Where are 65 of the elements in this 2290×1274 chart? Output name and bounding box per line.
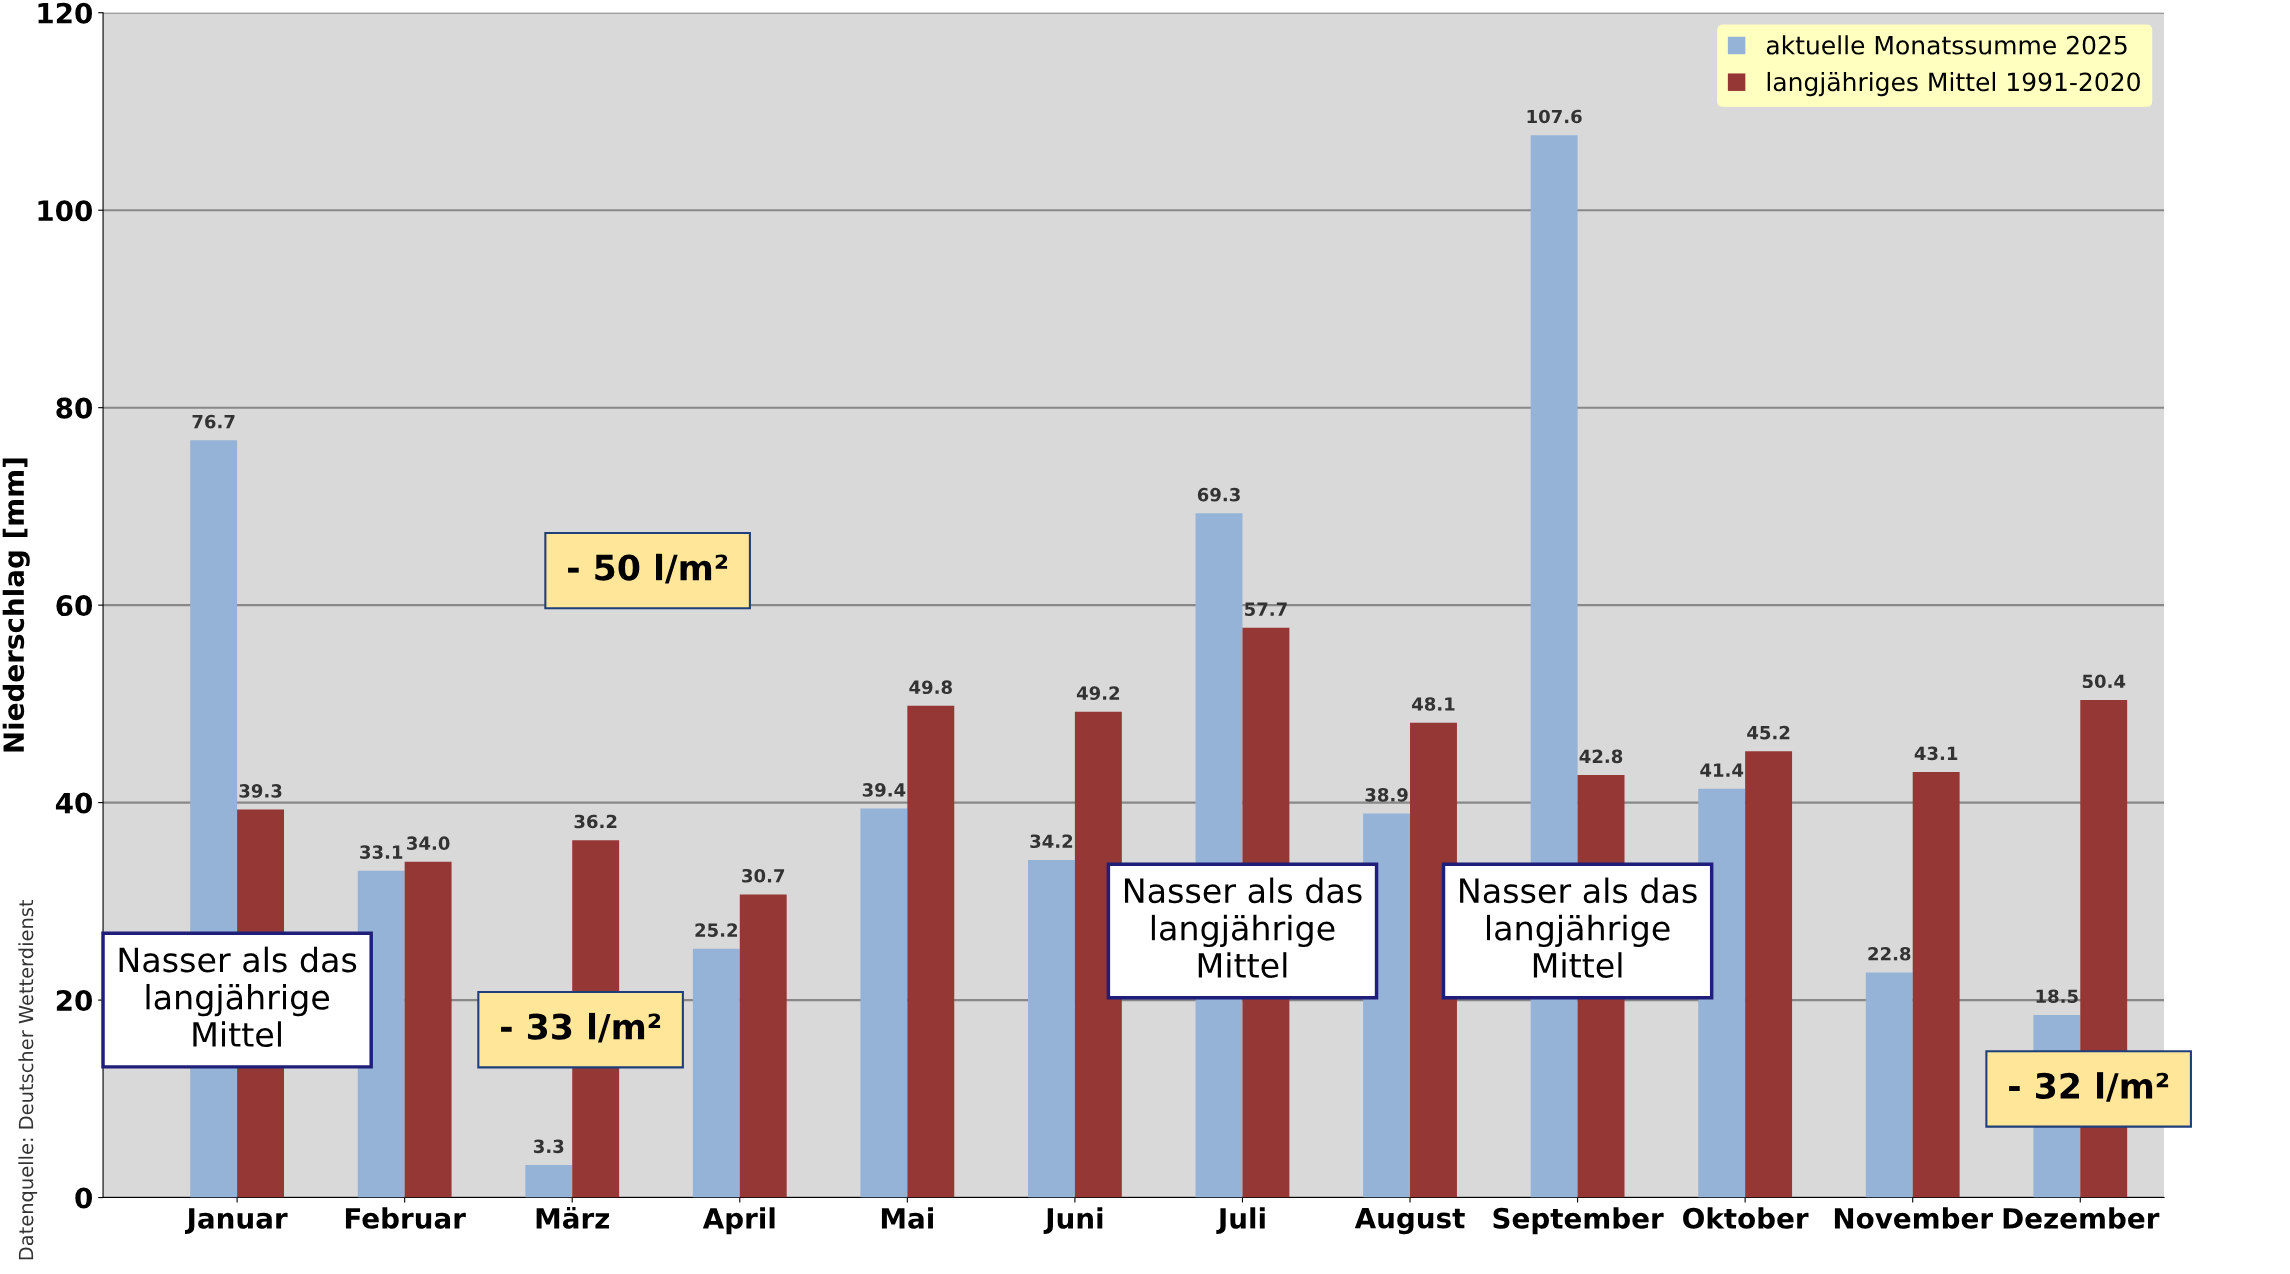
y-tick-label: 0 bbox=[75, 1187, 92, 1209]
data-label: 25.2 bbox=[695, 923, 738, 937]
y-axis-title: Niederschlag [mm] bbox=[2, 458, 30, 752]
x-tick-label: Mai bbox=[881, 1207, 933, 1229]
data-label: 69.3 bbox=[1197, 487, 1240, 502]
bar bbox=[739, 894, 787, 1198]
y-tick-label: 80 bbox=[56, 397, 92, 419]
bar bbox=[860, 808, 908, 1198]
bar bbox=[1865, 972, 1913, 1198]
text: Datenquelle: Deutscher Wetterdienst bbox=[18, 899, 38, 1260]
annotation: Nasser als das langjährige Mittel bbox=[119, 946, 357, 1048]
x-tick-label: April bbox=[702, 1207, 775, 1235]
data-label: 39.4 bbox=[862, 783, 906, 797]
annotation: - 50 l/m² bbox=[568, 553, 728, 584]
data-label: 41.4 bbox=[1700, 763, 1744, 777]
x-tick-label: November bbox=[1834, 1207, 1993, 1229]
data-label: 3.3 bbox=[533, 1139, 564, 1154]
data-label: 49.2 bbox=[1076, 686, 1120, 700]
data-label: 50.4 bbox=[2082, 674, 2126, 689]
y-tick-label: 120 bbox=[38, 2, 92, 24]
y-tick-label: 100 bbox=[38, 200, 92, 222]
data-label: 43.1 bbox=[1914, 746, 1958, 761]
annotation: - 33 l/m² bbox=[501, 1012, 661, 1043]
bar bbox=[907, 705, 955, 1198]
x-tick-label: Dezember bbox=[2003, 1207, 2160, 1229]
data-label: 38.9 bbox=[1365, 787, 1408, 802]
bar bbox=[1410, 722, 1457, 1198]
data-label: 22.8 bbox=[1868, 946, 1911, 961]
data-label: 45.2 bbox=[1747, 725, 1790, 740]
y-tick-label: 40 bbox=[55, 792, 92, 814]
annotation: - 32 l/m² bbox=[2009, 1072, 2169, 1102]
data-label: 107.6 bbox=[1527, 109, 1582, 124]
y-tick-label: 20 bbox=[56, 990, 92, 1012]
annotation: Nasser als das langjährige Mittel bbox=[1460, 877, 1697, 978]
x-tick-label: Juli bbox=[1216, 1207, 1265, 1234]
data-label: 18.5 bbox=[2036, 989, 2078, 1004]
data-label: 42.8 bbox=[1579, 749, 1623, 764]
bar bbox=[1074, 711, 1122, 1198]
data-label: 39.3 bbox=[239, 784, 282, 798]
data-label: 48.1 bbox=[1412, 697, 1455, 711]
data-label: 57.7 bbox=[1245, 602, 1287, 617]
x-tick-label: Januar bbox=[185, 1208, 288, 1234]
x-tick-label: August bbox=[1354, 1207, 1465, 1235]
bar bbox=[1745, 751, 1793, 1198]
x-tick-label: Juni bbox=[1043, 1207, 1103, 1234]
data-label: 34.2 bbox=[1030, 834, 1073, 849]
bar bbox=[692, 948, 740, 1198]
bar bbox=[1912, 772, 1960, 1198]
data-label: 36.2 bbox=[574, 814, 617, 829]
x-tick-label: Oktober bbox=[1683, 1207, 1809, 1229]
y-tick-label: 60 bbox=[56, 595, 92, 617]
legend-label: aktuelle Monatssumme 2025 bbox=[1766, 35, 2127, 55]
data-label: 30.7 bbox=[742, 868, 785, 883]
x-tick-label: Februar bbox=[345, 1207, 466, 1229]
bar bbox=[404, 861, 452, 1198]
x-tick-label: September bbox=[1493, 1207, 1664, 1235]
annotation: Nasser als das langjährige Mittel bbox=[1124, 877, 1362, 978]
bar bbox=[525, 1164, 573, 1198]
bar bbox=[1027, 859, 1075, 1198]
data-label: 76.7 bbox=[192, 414, 235, 429]
legend-label: langjähriges Mittel 1991-2020 bbox=[1767, 71, 2140, 97]
data-label: 34.0 bbox=[407, 836, 450, 851]
data-label: 33.1 bbox=[360, 845, 403, 859]
data-label: 49.8 bbox=[909, 680, 952, 695]
x-tick-label: März bbox=[536, 1206, 610, 1229]
